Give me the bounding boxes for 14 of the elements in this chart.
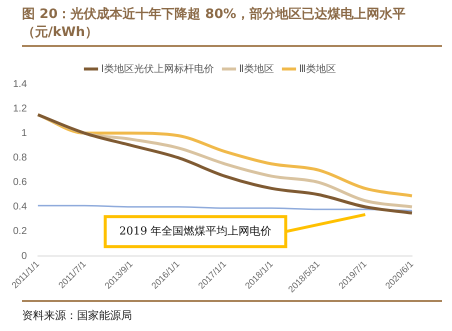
annotation: 2019 年全国燃煤平均上网电价 [119, 224, 272, 238]
chart-title: 图 20：光伏成本近十年下降超 80%，部分地区已达煤电上网水平（元/kWh） [22, 6, 442, 47]
text: 资料来源：国家能源局 [22, 300, 442, 323]
y-tick-label: 0.2 [12, 226, 28, 238]
y-tick-label: 0 [21, 250, 28, 262]
legend-label: Ⅲ类地区 [299, 62, 336, 75]
y-tick-label: 1.4 [12, 78, 28, 90]
y-tick-label: 0.4 [12, 202, 28, 213]
y-tick-label: 0.6 [12, 177, 28, 188]
y-tick-label: 1 [21, 128, 28, 139]
y-tick-label: 0.8 [12, 152, 28, 164]
legend-label: Ⅱ类地区 [239, 62, 274, 75]
legend-label: Ⅰ类地区光伏上网标杆电价 [101, 62, 214, 75]
y-tick-label: 1.2 [12, 103, 28, 114]
